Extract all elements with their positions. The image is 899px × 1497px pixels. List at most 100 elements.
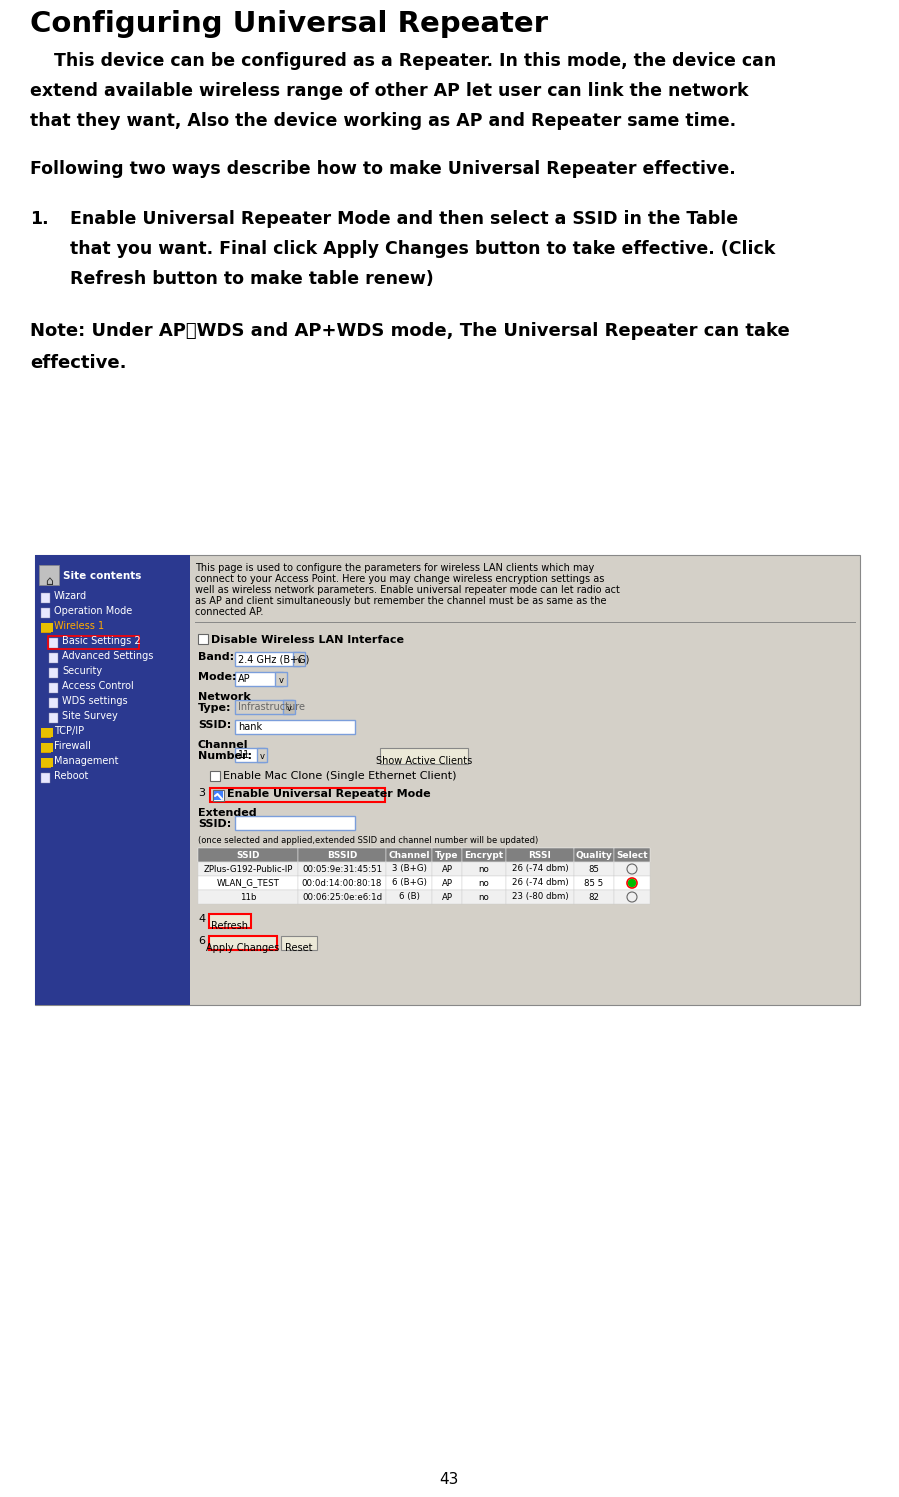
Text: connect to your Access Point. Here you may change wireless encryption settings a: connect to your Access Point. Here you m…: [195, 573, 604, 584]
Bar: [235, 653, 300, 666]
Bar: [41, 746, 51, 753]
Text: Enable Universal Repeater Mode: Enable Universal Repeater Mode: [227, 789, 431, 799]
Bar: [298, 876, 386, 891]
Text: no: no: [478, 864, 489, 874]
Bar: [41, 626, 51, 633]
Bar: [614, 876, 650, 891]
Text: Operation Mode: Operation Mode: [54, 606, 132, 615]
Bar: [49, 668, 58, 678]
Text: WLAN_G_TEST: WLAN_G_TEST: [217, 879, 280, 888]
Bar: [432, 876, 462, 891]
Bar: [198, 876, 298, 891]
Text: 11b: 11b: [240, 892, 256, 901]
Bar: [574, 847, 614, 862]
Bar: [432, 847, 462, 862]
Bar: [41, 731, 51, 738]
Text: effective.: effective.: [30, 353, 127, 371]
Text: v: v: [287, 704, 291, 713]
Bar: [39, 564, 59, 585]
Text: This page is used to configure the parameters for wireless LAN clients which may: This page is used to configure the param…: [195, 563, 594, 573]
Text: Number:: Number:: [198, 751, 252, 760]
Text: Following two ways describe how to make Universal Repeater effective.: Following two ways describe how to make …: [30, 160, 735, 178]
Text: no: no: [478, 879, 489, 888]
Text: Management: Management: [54, 756, 119, 766]
Text: SSID:: SSID:: [198, 819, 231, 829]
Text: AP: AP: [441, 879, 452, 888]
Text: SSID:: SSID:: [198, 720, 231, 731]
Text: 00:06:25:0e:e6:1d: 00:06:25:0e:e6:1d: [302, 892, 382, 901]
Text: Access Control: Access Control: [62, 681, 134, 692]
Bar: [213, 790, 224, 801]
Bar: [41, 728, 53, 737]
Bar: [281, 936, 317, 951]
Bar: [506, 847, 574, 862]
Bar: [462, 862, 506, 876]
Bar: [214, 790, 223, 799]
Bar: [293, 653, 305, 666]
Text: 3 (B+G): 3 (B+G): [392, 864, 426, 874]
Text: 85 5: 85 5: [584, 879, 603, 888]
Bar: [257, 748, 267, 762]
Bar: [235, 720, 355, 734]
Bar: [209, 915, 251, 928]
Circle shape: [628, 880, 636, 886]
Bar: [574, 891, 614, 904]
Text: Quality: Quality: [575, 850, 612, 859]
Bar: [506, 876, 574, 891]
Text: 00:05:9e:31:45:51: 00:05:9e:31:45:51: [302, 864, 382, 874]
Bar: [48, 636, 138, 650]
Text: extend available wireless range of other AP let user can link the network: extend available wireless range of other…: [30, 82, 749, 100]
Text: Reboot: Reboot: [54, 771, 88, 781]
Text: Firewall: Firewall: [54, 741, 91, 751]
Bar: [235, 816, 355, 829]
Text: Wizard: Wizard: [54, 591, 87, 600]
Bar: [298, 891, 386, 904]
Bar: [298, 847, 386, 862]
Text: 26 (-74 dbm): 26 (-74 dbm): [512, 879, 568, 888]
Text: 4: 4: [198, 915, 205, 924]
Text: Apply Changes: Apply Changes: [207, 943, 280, 954]
Text: Note: Under AP、WDS and AP+WDS mode, The Universal Repeater can take: Note: Under AP、WDS and AP+WDS mode, The …: [30, 322, 789, 340]
Text: v: v: [260, 751, 264, 760]
Bar: [210, 787, 385, 802]
Text: This device can be configured as a Repeater. In this mode, the device can: This device can be configured as a Repea…: [30, 52, 776, 70]
Bar: [462, 876, 506, 891]
Bar: [574, 862, 614, 876]
Text: Channel: Channel: [388, 850, 430, 859]
Bar: [380, 748, 468, 763]
Text: Enable Mac Clone (Single Ethernet Client): Enable Mac Clone (Single Ethernet Client…: [223, 771, 457, 781]
Bar: [41, 743, 53, 751]
Text: 11: 11: [238, 750, 250, 760]
Bar: [574, 876, 614, 891]
Bar: [386, 876, 432, 891]
Bar: [49, 683, 58, 693]
Text: 6: 6: [198, 936, 205, 946]
Text: that they want, Also the device working as AP and Repeater same time.: that they want, Also the device working …: [30, 112, 736, 130]
Bar: [235, 701, 293, 714]
Bar: [49, 638, 58, 648]
Text: SSID: SSID: [236, 850, 260, 859]
Text: AP: AP: [238, 674, 251, 684]
Text: Reset: Reset: [285, 943, 313, 954]
Bar: [386, 891, 432, 904]
Text: hank: hank: [238, 722, 263, 732]
Text: connected AP.: connected AP.: [195, 606, 263, 617]
Bar: [41, 757, 53, 766]
Text: 3: 3: [198, 787, 205, 798]
Bar: [462, 847, 506, 862]
Text: Configuring Universal Repeater: Configuring Universal Repeater: [30, 10, 548, 37]
Bar: [432, 891, 462, 904]
Text: v: v: [297, 656, 301, 665]
Bar: [462, 891, 506, 904]
Text: Extended: Extended: [198, 808, 256, 817]
Text: Type: Type: [435, 850, 458, 859]
Bar: [198, 891, 298, 904]
Text: Refresh button to make table renew): Refresh button to make table renew): [70, 269, 433, 287]
Text: 00:0d:14:00:80:18: 00:0d:14:00:80:18: [302, 879, 382, 888]
Bar: [209, 936, 277, 951]
Text: 6 (B+G): 6 (B+G): [392, 879, 426, 888]
Text: Refresh: Refresh: [211, 921, 248, 931]
Text: Channel: Channel: [198, 740, 248, 750]
Bar: [41, 623, 53, 632]
Text: Basic Settings 2: Basic Settings 2: [62, 636, 140, 647]
